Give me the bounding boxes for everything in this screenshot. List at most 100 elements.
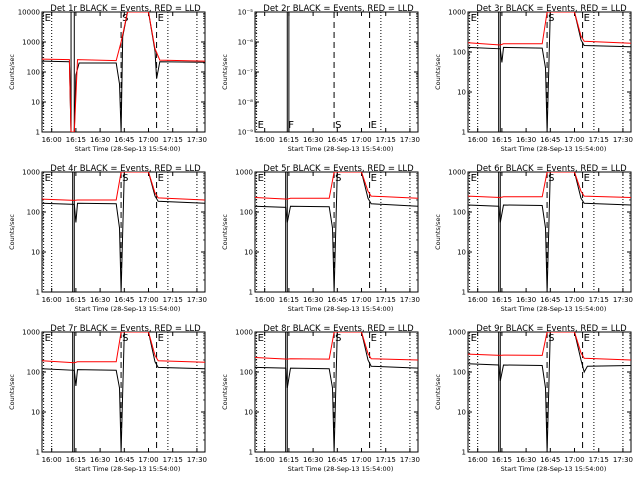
x-tick-label: 16:15: [492, 456, 512, 464]
x-axis-label: Start Time (28-Sep-13 15:54:00): [75, 305, 181, 313]
marker-label: E: [258, 333, 264, 344]
y-tick-label: 10: [31, 409, 40, 417]
marker-label: E: [258, 120, 264, 131]
x-tick-label: 17:00: [351, 296, 371, 304]
x-tick-label: 17:15: [589, 136, 609, 144]
y-axis-label: Counts/sec: [8, 54, 16, 90]
y-axis-label: Counts/sec: [8, 374, 16, 410]
panel-title: Det 2r BLACK = Events, RED = LLD: [263, 4, 414, 14]
marker-label: E: [371, 173, 377, 184]
y-tick-label: 1000: [235, 329, 253, 337]
panel-det-2: Det 2r BLACK = Events, RED = LLD 10⁻⁹ 10⁻⁸…: [221, 4, 420, 153]
marker-label: E: [158, 333, 164, 344]
y-tick-label: 100: [27, 69, 40, 77]
marker-label: E: [45, 13, 51, 24]
x-tick-label: 16:45: [540, 136, 560, 144]
marker-label: E: [584, 13, 590, 24]
x-tick-label: 16:45: [114, 296, 134, 304]
y-axis-label: Counts/sec: [221, 54, 229, 90]
y-tick-label: 1000: [448, 329, 466, 337]
lld-series-line: [255, 332, 418, 361]
y-tick-label: 100: [453, 369, 466, 377]
events-series-line: [42, 12, 205, 132]
x-tick-label: 16:15: [279, 136, 299, 144]
lld-series-line: [42, 172, 205, 201]
x-tick-label: 17:15: [163, 456, 183, 464]
marker-label: E: [471, 173, 477, 184]
x-tick-label: 16:45: [327, 136, 347, 144]
x-tick-label: 17:15: [163, 296, 183, 304]
y-tick-label: 1: [249, 449, 253, 457]
y-axis-label: Counts/sec: [221, 214, 229, 250]
x-tick-label: 16:45: [327, 296, 347, 304]
marker-label: E: [584, 333, 590, 344]
x-tick-label: 16:30: [516, 136, 536, 144]
y-tick-label: 1: [36, 129, 40, 137]
marker-label: E: [258, 173, 264, 184]
panel-title: Det 3r BLACK = Events, RED = LLD: [476, 4, 627, 14]
y-tick-label: 1000: [22, 39, 40, 47]
marker-label: E: [371, 120, 377, 131]
panel-title: Det 9r BLACK = Events, RED = LLD: [476, 324, 627, 334]
marker-label: E: [371, 333, 377, 344]
y-tick-label: 10: [457, 89, 466, 97]
y-axis-label: Counts/sec: [434, 374, 442, 410]
panel-det-5: Det 5r BLACK = Events, RED = LLD 1 10 100 10…: [221, 164, 420, 313]
x-tick-label: 16:00: [42, 456, 62, 464]
x-axis-label: Start Time (28-Sep-13 15:54:00): [501, 465, 607, 473]
events-series-line: [468, 172, 631, 292]
events-series-line: [42, 172, 205, 292]
panel-det-8: Det 8r BLACK = Events, RED = LLD 1 10 100 10…: [221, 324, 420, 473]
x-tick-label: 16:30: [303, 296, 323, 304]
panel-title: Det 5r BLACK = Events, RED = LLD: [263, 164, 414, 174]
y-tick-label: 1000: [448, 169, 466, 177]
y-tick-label: 10: [457, 409, 466, 417]
x-tick-label: 17:15: [376, 296, 396, 304]
x-tick-label: 17:30: [187, 296, 207, 304]
marker-label: S: [335, 173, 341, 184]
marker-label: S: [335, 333, 341, 344]
x-tick-label: 16:00: [468, 456, 488, 464]
x-axis-label: Start Time (28-Sep-13 15:54:00): [288, 465, 394, 473]
y-tick-label: 100: [240, 369, 253, 377]
x-tick-label: 16:30: [303, 136, 323, 144]
y-tick-label: 1: [462, 289, 466, 297]
x-tick-label: 17:00: [138, 136, 158, 144]
y-axis-label: Counts/sec: [434, 214, 442, 250]
y-tick-label: 10⁻⁶: [238, 39, 254, 47]
marker-label: S: [548, 13, 554, 24]
y-tick-label: 1000: [235, 169, 253, 177]
y-tick-label: 10: [31, 99, 40, 107]
y-tick-label: 1000: [448, 9, 466, 17]
y-tick-label: 10: [244, 409, 253, 417]
marker-label: E: [471, 13, 477, 24]
x-tick-label: 17:30: [613, 296, 633, 304]
x-tick-label: 17:30: [187, 136, 207, 144]
y-tick-label: 10: [244, 249, 253, 257]
y-tick-label: 10: [31, 249, 40, 257]
x-tick-label: 16:30: [516, 296, 536, 304]
panel-det-6: Det 6r BLACK = Events, RED = LLD 1 10 100 10…: [434, 164, 633, 313]
x-axis-label: Start Time (28-Sep-13 15:54:00): [501, 145, 607, 153]
marker-label: F: [288, 120, 294, 131]
y-tick-label: 1000: [22, 329, 40, 337]
y-tick-label: 100: [27, 209, 40, 217]
panel-det-4: Det 4r BLACK = Events, RED = LLD 1 10 100 10…: [8, 164, 207, 313]
lld-series-line: [468, 332, 631, 361]
panel-title: Det 4r BLACK = Events, RED = LLD: [50, 164, 201, 174]
x-tick-label: 17:00: [564, 296, 584, 304]
x-axis-label: Start Time (28-Sep-13 15:54:00): [288, 305, 394, 313]
x-tick-label: 16:00: [468, 136, 488, 144]
marker-label: S: [335, 120, 341, 131]
marker-label: E: [158, 173, 164, 184]
x-tick-label: 17:30: [187, 456, 207, 464]
panel-det-9: Det 9r BLACK = Events, RED = LLD 1 10 100 10…: [434, 324, 633, 473]
x-tick-label: 16:00: [255, 296, 275, 304]
y-tick-label: 10⁻⁸: [238, 99, 254, 107]
y-axis-label: Counts/sec: [434, 54, 442, 90]
events-series-line: [42, 332, 205, 452]
marker-label: S: [122, 173, 128, 184]
x-tick-label: 17:15: [376, 456, 396, 464]
marker-label: E: [158, 13, 164, 24]
y-tick-label: 100: [240, 209, 253, 217]
